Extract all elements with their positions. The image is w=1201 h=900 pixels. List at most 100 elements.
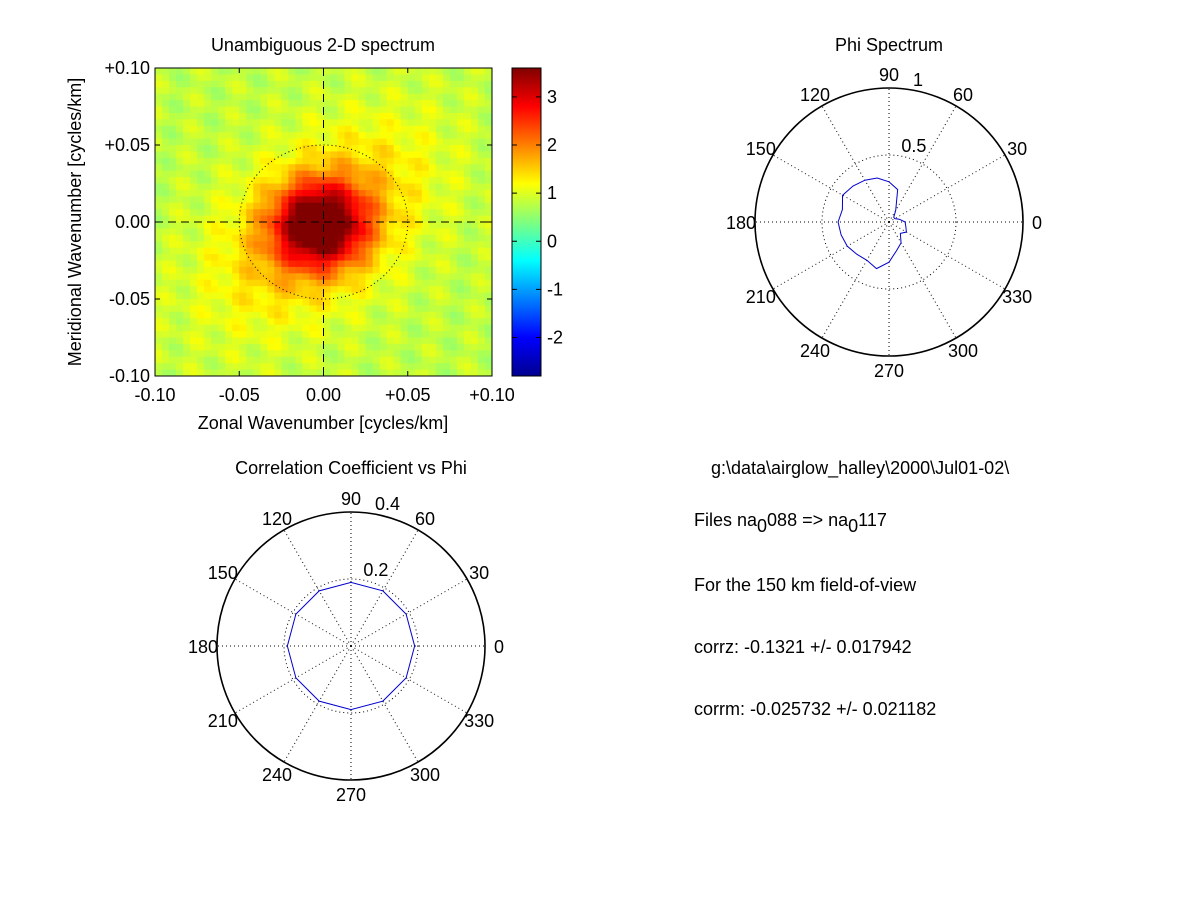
heatmap-cell: [428, 68, 437, 76]
heatmap-cell: [316, 273, 325, 281]
colorbar-tick-label: 3: [547, 87, 557, 107]
heatmap-cell: [190, 100, 198, 108]
heatmap-cell: [232, 260, 240, 268]
heatmap-cell: [309, 356, 318, 364]
heatmap-cell: [288, 189, 297, 197]
heatmap-cell: [351, 125, 360, 133]
heatmap-cell: [197, 100, 205, 108]
heatmap-cell: [435, 222, 444, 230]
heatmap-cell: [316, 215, 325, 223]
heatmap-cell: [295, 68, 304, 76]
heatmap-cell: [449, 234, 458, 242]
heatmap-cell: [302, 363, 311, 371]
heatmap-cell: [365, 125, 374, 133]
heatmap-cell: [183, 228, 191, 236]
heatmap-cell: [274, 241, 282, 249]
heatmap-cell: [442, 292, 451, 300]
heatmap-cell: [358, 247, 367, 255]
heatmap-cell: [463, 311, 472, 319]
heatmap-cell: [246, 350, 254, 358]
heatmap-cell: [190, 343, 198, 351]
heatmap-cell: [365, 196, 374, 204]
heatmap-cell: [267, 343, 275, 351]
heatmap-cell: [428, 337, 437, 345]
heatmap-cell: [176, 305, 184, 313]
heatmap-cell: [400, 299, 409, 307]
heatmap-cell: [407, 151, 416, 159]
heatmap-cell: [414, 100, 423, 108]
heatmap-cell: [288, 74, 297, 82]
heatmap-cell: [267, 260, 275, 268]
heatmap-cell: [218, 112, 226, 120]
heatmap-cell: [274, 151, 282, 159]
heatmap-cell: [449, 132, 458, 140]
heatmap-cell: [358, 260, 367, 268]
heatmap-cell: [379, 68, 388, 76]
heatmap-cell: [428, 145, 437, 153]
heatmap-cell: [323, 241, 332, 249]
heatmap-cell: [372, 100, 381, 108]
heatmap-cell: [253, 305, 261, 313]
heatmap-cell: [239, 93, 247, 101]
heatmap-cell: [379, 87, 388, 95]
heatmap-cell: [456, 125, 465, 133]
heatmap-cell: [176, 286, 184, 294]
heatmap-cell: [302, 331, 311, 339]
heatmap-cell: [330, 145, 339, 153]
heatmap-cell: [407, 234, 416, 242]
heatmap-cell: [337, 363, 346, 371]
heatmap-cell: [442, 215, 451, 223]
heatmap-cell: [400, 80, 409, 88]
heatmap-cell: [232, 254, 240, 262]
heatmap-cell: [176, 363, 184, 371]
heatmap-cell: [218, 145, 226, 153]
heatmap-cell: [176, 343, 184, 351]
heatmap-cell: [421, 68, 430, 76]
heatmap-cell: [393, 138, 402, 146]
heatmap-cell: [428, 215, 437, 223]
heatmap-cell: [218, 68, 226, 76]
heatmap-cell: [288, 324, 297, 332]
heatmap-cell: [449, 356, 458, 364]
heatmap-cell: [470, 164, 479, 172]
heatmap-cell: [316, 299, 325, 307]
heatmap-cell: [239, 292, 247, 300]
heatmap-cell: [393, 80, 402, 88]
heatmap-cell: [267, 106, 275, 114]
heatmap-cell: [288, 106, 297, 114]
heatmap-cell: [379, 177, 388, 185]
heatmap-cell: [386, 331, 395, 339]
heatmap-cell: [484, 234, 492, 242]
heatmap-cell: [484, 196, 492, 204]
heatmap-cell: [176, 145, 184, 153]
heatmap-cell: [393, 119, 402, 127]
heatmap-cell: [267, 138, 275, 146]
heatmap-cell: [253, 311, 261, 319]
heatmap-cell: [407, 215, 416, 223]
heatmap-cell: [449, 279, 458, 287]
heatmap-cell: [484, 331, 492, 339]
heatmap-cell: [365, 164, 374, 172]
heatmap-cell: [449, 299, 458, 307]
heatmap-cell: [190, 260, 198, 268]
heatmap-cell: [246, 119, 254, 127]
heatmap-cell: [246, 305, 254, 313]
heatmap-cell: [239, 266, 247, 274]
heatmap-cell: [197, 318, 205, 326]
heatmap-cell: [288, 138, 297, 146]
heatmap-cell: [211, 318, 219, 326]
heatmap-cell: [393, 196, 402, 204]
heatmap-cell: [281, 318, 289, 326]
heatmap-cell: [449, 266, 458, 274]
heatmap-cell: [211, 202, 219, 210]
heatmap-cell: [351, 74, 360, 82]
heatmap-cell: [169, 318, 177, 326]
heatmap-cell: [253, 273, 261, 281]
heatmap-cell: [351, 80, 360, 88]
heatmap-cell: [176, 209, 184, 217]
heatmap-cell: [267, 222, 275, 230]
heatmap-cell: [400, 157, 409, 165]
heatmap-cell: [176, 157, 184, 165]
heatmap-cell: [295, 202, 304, 210]
polar-angle-label: 240: [262, 765, 292, 785]
